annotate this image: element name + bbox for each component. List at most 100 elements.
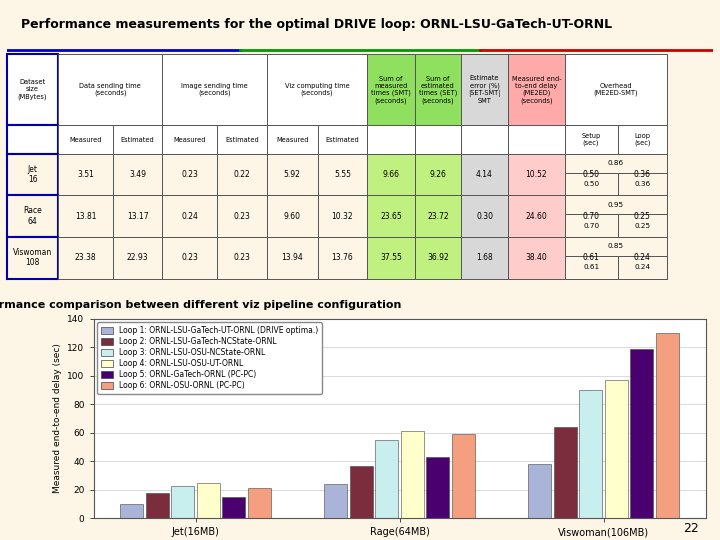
Bar bbox=[564, 255, 618, 279]
Text: 0.23: 0.23 bbox=[181, 253, 199, 262]
Text: 4.14: 4.14 bbox=[476, 170, 493, 179]
Bar bbox=[7, 54, 58, 125]
Bar bbox=[222, 497, 246, 518]
Text: Sum of
estimated
times (SET)
(seconds): Sum of estimated times (SET) (seconds) bbox=[419, 76, 457, 104]
Bar bbox=[58, 54, 163, 125]
Bar bbox=[508, 125, 564, 154]
Text: 22.93: 22.93 bbox=[127, 253, 148, 262]
Text: Loop
(sec): Loop (sec) bbox=[634, 133, 650, 146]
Bar bbox=[267, 237, 318, 279]
Bar bbox=[564, 237, 667, 255]
Bar bbox=[7, 237, 58, 279]
Bar bbox=[415, 237, 461, 279]
Bar bbox=[163, 54, 267, 125]
Legend: Loop 1: ORNL-LSU-GaTech-UT-ORNL (DRIVE optima.), Loop 2: ORNL-LSU-GaTech-NCState: Loop 1: ORNL-LSU-GaTech-UT-ORNL (DRIVE o… bbox=[97, 322, 322, 394]
Text: Jet
16: Jet 16 bbox=[27, 165, 37, 184]
Bar bbox=[113, 237, 163, 279]
Bar bbox=[564, 154, 667, 172]
Text: 0.36: 0.36 bbox=[634, 170, 651, 179]
Text: 9.60: 9.60 bbox=[284, 212, 301, 221]
Text: Estimate
error (%)
|SET-SMT|
SMT: Estimate error (%) |SET-SMT| SMT bbox=[468, 76, 501, 104]
Text: Measured: Measured bbox=[276, 137, 308, 143]
Bar bbox=[564, 195, 618, 237]
Bar bbox=[426, 457, 449, 518]
Bar bbox=[7, 195, 58, 237]
Text: Estimated: Estimated bbox=[325, 137, 359, 143]
Bar bbox=[461, 54, 508, 125]
Bar bbox=[58, 195, 113, 237]
Text: 0.86: 0.86 bbox=[608, 160, 624, 166]
Text: 23.72: 23.72 bbox=[427, 212, 449, 221]
Bar bbox=[564, 214, 618, 237]
Text: Measured: Measured bbox=[69, 137, 102, 143]
Bar bbox=[415, 54, 461, 125]
Bar bbox=[163, 125, 217, 154]
Text: 0.23: 0.23 bbox=[181, 170, 199, 179]
Bar bbox=[58, 125, 113, 154]
Bar bbox=[163, 237, 217, 279]
Bar bbox=[7, 125, 58, 154]
Text: 0.24: 0.24 bbox=[634, 253, 651, 262]
Text: Performance measurements for the optimal DRIVE loop: ORNL-LSU-GaTech-UT-ORNL: Performance measurements for the optimal… bbox=[22, 18, 613, 31]
Text: 9.66: 9.66 bbox=[382, 170, 400, 179]
Bar bbox=[120, 504, 143, 518]
Text: 13.17: 13.17 bbox=[127, 212, 148, 221]
Bar bbox=[248, 488, 271, 518]
Text: Measured end-
to-end delay
(ME2ED)
(seconds): Measured end- to-end delay (ME2ED) (seco… bbox=[512, 76, 561, 104]
Bar bbox=[318, 154, 367, 195]
Bar bbox=[113, 125, 163, 154]
Bar bbox=[375, 440, 398, 518]
Bar bbox=[528, 464, 552, 518]
Text: Viswoman
108: Viswoman 108 bbox=[13, 248, 53, 267]
Text: 24.60: 24.60 bbox=[526, 212, 547, 221]
Bar bbox=[146, 492, 168, 518]
Text: 0.50: 0.50 bbox=[582, 170, 600, 179]
Bar bbox=[113, 195, 163, 237]
Bar bbox=[508, 54, 564, 125]
Bar bbox=[452, 434, 474, 518]
Bar bbox=[554, 427, 577, 518]
Bar bbox=[564, 154, 618, 195]
Bar bbox=[217, 125, 267, 154]
Bar bbox=[318, 125, 367, 154]
Text: 0.24: 0.24 bbox=[634, 264, 650, 270]
Text: 0.24: 0.24 bbox=[181, 212, 199, 221]
Text: 0.22: 0.22 bbox=[234, 170, 251, 179]
Bar bbox=[58, 237, 113, 279]
Bar bbox=[564, 54, 667, 125]
Text: 0.25: 0.25 bbox=[634, 222, 650, 228]
Bar bbox=[618, 195, 667, 237]
Bar bbox=[618, 214, 667, 237]
Bar bbox=[461, 237, 508, 279]
Bar bbox=[461, 195, 508, 237]
Text: 37.55: 37.55 bbox=[380, 253, 402, 262]
Text: Viz computing time
(seconds): Viz computing time (seconds) bbox=[284, 83, 349, 96]
Text: Sum of
measured
times (SMT)
(seconds): Sum of measured times (SMT) (seconds) bbox=[371, 76, 411, 104]
Text: 0.95: 0.95 bbox=[608, 202, 624, 208]
Text: Estimated: Estimated bbox=[121, 137, 155, 143]
Bar bbox=[580, 390, 603, 518]
Bar bbox=[508, 195, 564, 237]
Text: 0.23: 0.23 bbox=[234, 212, 251, 221]
Text: Image sending time
(seconds): Image sending time (seconds) bbox=[181, 83, 248, 96]
Bar bbox=[267, 54, 367, 125]
Bar bbox=[415, 125, 461, 154]
Text: 38.40: 38.40 bbox=[526, 253, 547, 262]
Text: 23.65: 23.65 bbox=[380, 212, 402, 221]
Text: 0.25: 0.25 bbox=[634, 212, 651, 221]
Bar bbox=[367, 195, 415, 237]
Bar bbox=[461, 154, 508, 195]
Bar bbox=[217, 154, 267, 195]
Y-axis label: Measured end-to-end delay (sec): Measured end-to-end delay (sec) bbox=[53, 343, 62, 494]
Text: Performance comparison between different viz pipeline configuration: Performance comparison between different… bbox=[0, 300, 402, 310]
Bar bbox=[217, 195, 267, 237]
Text: 5.55: 5.55 bbox=[334, 170, 351, 179]
Bar bbox=[113, 154, 163, 195]
Bar bbox=[163, 154, 217, 195]
Bar bbox=[564, 237, 618, 279]
Bar bbox=[367, 237, 415, 279]
Text: 0.30: 0.30 bbox=[476, 212, 493, 221]
Text: 0.50: 0.50 bbox=[583, 181, 599, 187]
Bar bbox=[318, 237, 367, 279]
Bar bbox=[171, 485, 194, 518]
